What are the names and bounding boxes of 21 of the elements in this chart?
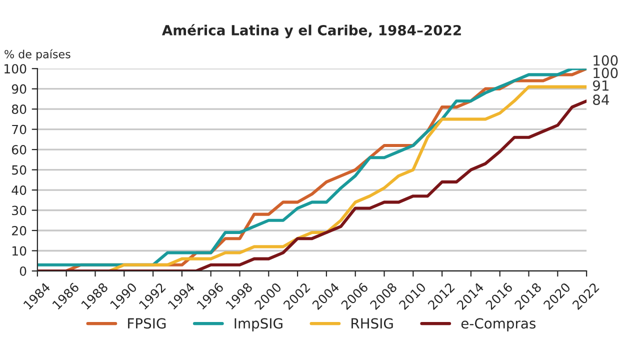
y-tick-label: 100 bbox=[4, 64, 26, 74]
y-tick-label: 70 bbox=[12, 124, 26, 134]
legend-label: e-Compras bbox=[461, 318, 536, 332]
y-tick-label: 20 bbox=[12, 226, 26, 236]
y-tick-label: 10 bbox=[12, 246, 26, 256]
y-tick-label: 80 bbox=[12, 104, 26, 114]
y-tick-label: 60 bbox=[12, 145, 26, 154]
legend-label: ImpSIG bbox=[234, 318, 282, 332]
text: 91 bbox=[592, 80, 609, 91]
text: 84 bbox=[593, 94, 610, 106]
y-axis-title: % de países bbox=[4, 49, 70, 61]
y-tick-label: 30 bbox=[12, 206, 26, 216]
y-tick-label: 50 bbox=[12, 165, 26, 175]
text: 100 bbox=[594, 55, 618, 66]
y-tick-label: 40 bbox=[12, 185, 26, 195]
legend-label: FPSIG bbox=[128, 318, 166, 329]
y-tick-label: 0 bbox=[20, 266, 26, 276]
legend-label: RHSIG bbox=[352, 318, 393, 329]
chart-title: América Latina y el Caribe, 1984–2022 bbox=[162, 24, 461, 38]
text: 100 bbox=[594, 68, 618, 78]
y-tick-label: 90 bbox=[12, 84, 26, 94]
